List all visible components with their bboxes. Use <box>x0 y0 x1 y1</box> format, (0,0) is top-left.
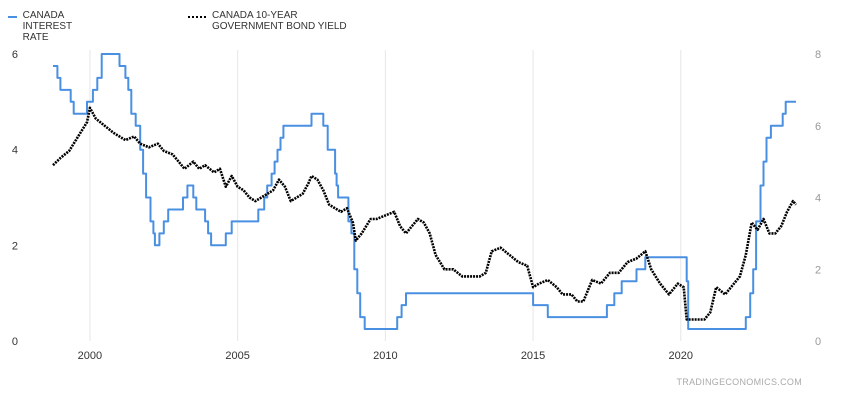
legend-item-bond-yield: CANADA 10-YEAR GOVERNMENT BOND YIELD <box>188 10 368 32</box>
x-tick-label-2015: 2015 <box>521 350 545 362</box>
left-tick-label-2: 2 <box>12 240 18 252</box>
legend-swatch-interest-rate <box>8 16 17 18</box>
watermark: TRADINGECONOMICS.COM <box>676 377 802 387</box>
x-tick-label-2010: 2010 <box>373 350 397 362</box>
right-axis: 0 2 4 6 8 <box>815 49 821 348</box>
legend-item-interest-rate: CANADA INTEREST RATE <box>8 10 81 43</box>
series-lines <box>52 53 797 330</box>
legend-label-interest-rate: CANADA INTEREST RATE <box>22 10 72 43</box>
x-tick-label-2000: 2000 <box>78 350 102 362</box>
left-axis: 0 2 4 6 <box>12 49 18 348</box>
bond-yield-line <box>52 106 797 321</box>
legend-label-bond-yield: CANADA 10-YEAR GOVERNMENT BOND YIELD <box>212 10 347 32</box>
grid-lines <box>89 50 682 341</box>
interest-rate-line <box>53 53 796 330</box>
x-tick-label-2020: 2020 <box>669 350 693 362</box>
right-tick-label-6: 6 <box>815 121 821 133</box>
legend-swatch-bond-yield <box>188 16 206 18</box>
right-tick-label-0: 0 <box>815 336 821 348</box>
x-tick-label-2005: 2005 <box>225 350 249 362</box>
left-tick-label-0: 0 <box>12 336 18 348</box>
right-tick-label-8: 8 <box>815 49 821 61</box>
right-tick-label-2: 2 <box>815 264 821 276</box>
left-tick-label-6: 6 <box>12 49 18 61</box>
x-axis: 2000 2005 2010 2015 2020 <box>78 350 693 362</box>
right-tick-label-4: 4 <box>815 193 821 205</box>
left-tick-label-4: 4 <box>12 145 18 157</box>
